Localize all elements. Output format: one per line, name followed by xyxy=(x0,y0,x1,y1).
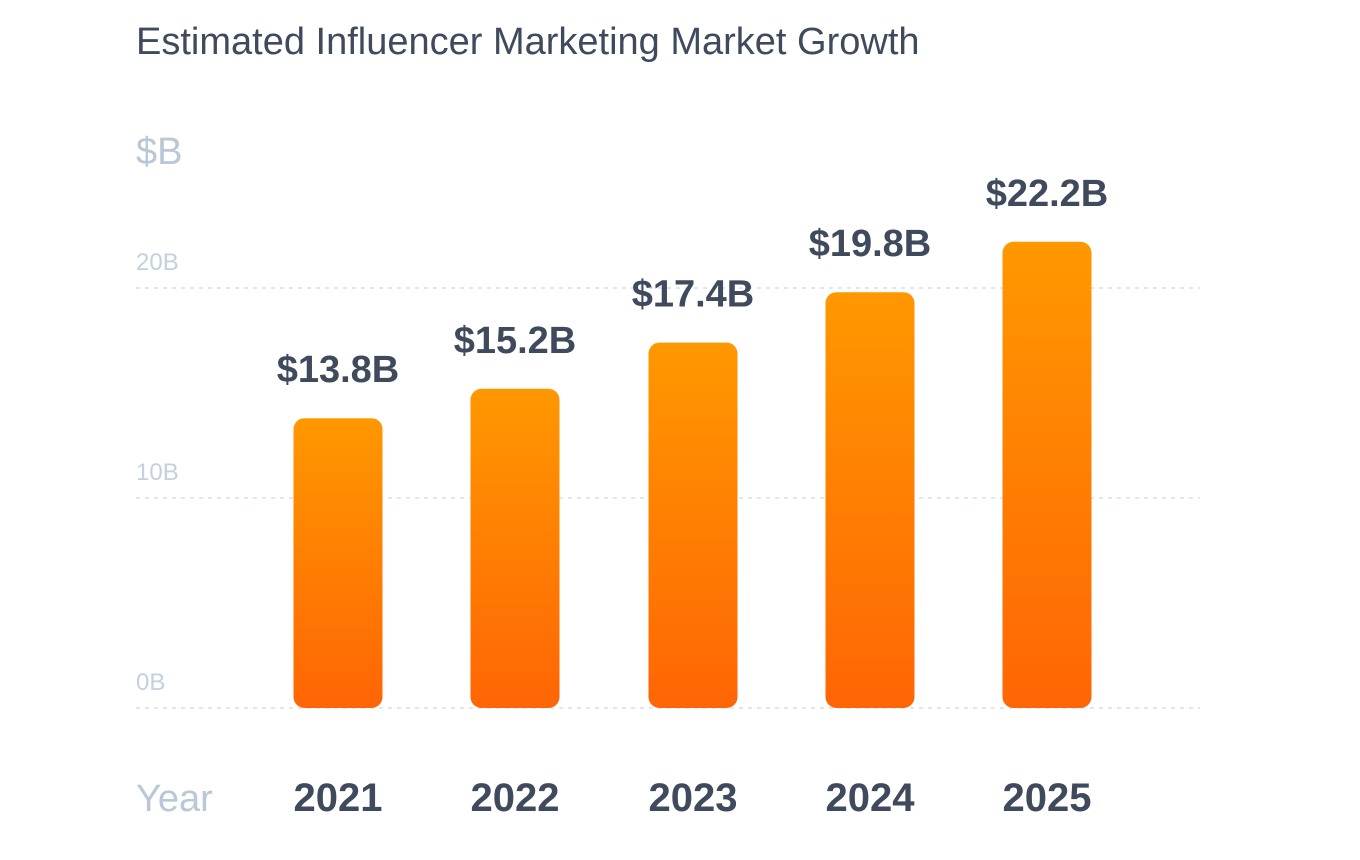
x-axis-label: Year xyxy=(136,778,213,820)
y-tick-label: 20B xyxy=(136,249,179,276)
bar-2023 xyxy=(648,342,738,708)
data-label-2021: $13.8B xyxy=(277,349,400,391)
y-tick-label: 10B xyxy=(136,459,179,486)
category-labels: 2021 2022 2023 2024 2025 xyxy=(294,776,1092,820)
data-label-2024: $19.8B xyxy=(809,223,932,265)
bar-2022 xyxy=(470,388,560,708)
x-tick-label-2022: 2022 xyxy=(471,776,560,820)
chart-title: Estimated Influencer Marketing Market Gr… xyxy=(136,21,920,63)
bar-2021 xyxy=(293,418,383,708)
x-tick-label-2023: 2023 xyxy=(649,776,738,820)
x-tick-label-2025: 2025 xyxy=(1003,776,1092,820)
data-label-2023: $17.4B xyxy=(632,274,755,316)
data-label-2025: $22.2B xyxy=(986,173,1109,215)
bar-2024 xyxy=(825,292,915,708)
x-tick-label-2024: 2024 xyxy=(826,776,916,820)
bars xyxy=(293,241,1092,709)
bar-2025 xyxy=(1002,241,1092,709)
x-tick-label-2021: 2021 xyxy=(294,776,383,820)
y-tick-label: 0B xyxy=(136,669,165,696)
data-labels: $13.8B $15.2B $17.4B $19.8B $22.2B xyxy=(277,173,1109,391)
y-axis-label: $B xyxy=(136,131,182,173)
data-label-2022: $15.2B xyxy=(454,320,577,362)
